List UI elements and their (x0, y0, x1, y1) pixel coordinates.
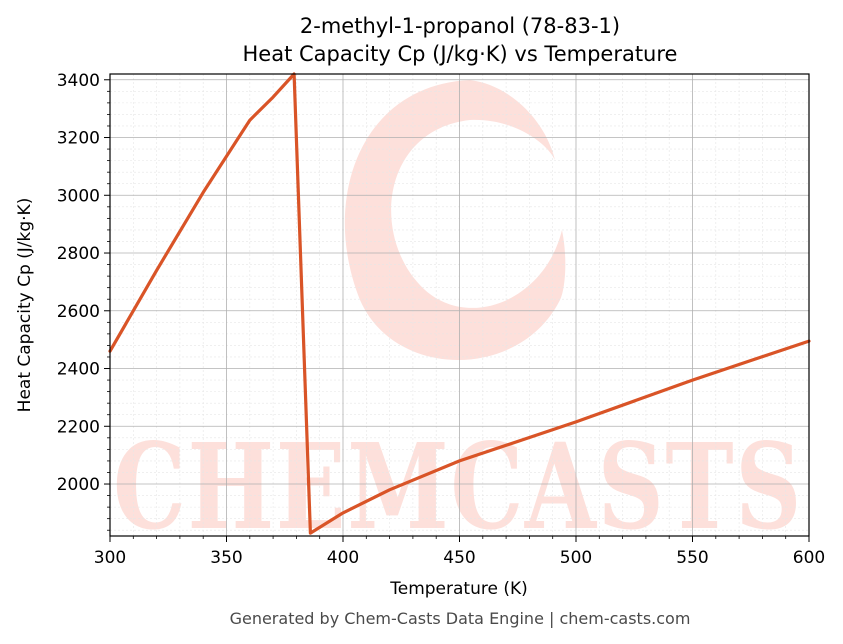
y-tick-label: 2000 (57, 475, 100, 495)
y-tick-label: 2800 (57, 244, 100, 264)
y-tick-label: 3200 (57, 129, 100, 149)
x-tick-label: 600 (793, 548, 825, 568)
tick-labels: 300 350 400 450 500 550 600 2000 2200 2400 2600 280… (57, 71, 825, 568)
y-tick-label: 3400 (57, 71, 100, 91)
x-tick-label: 300 (94, 548, 126, 568)
y-tick-label: 2600 (57, 302, 100, 322)
y-axis-label: Heat Capacity Cp (J/kg·K) (15, 198, 35, 413)
x-tick-label: 450 (443, 548, 475, 568)
y-tick-label: 3000 (57, 186, 100, 206)
x-tick-label: 400 (327, 548, 359, 568)
y-tick-label: 2200 (57, 417, 100, 437)
watermark-text: CHEMCASTS (113, 417, 803, 556)
chart-subtitle: Heat Capacity Cp (J/kg·K) vs Temperature (243, 42, 678, 66)
x-tick-label: 500 (560, 548, 592, 568)
series-layer (108, 72, 811, 535)
axis-ticks (104, 79, 810, 542)
footer-credit: Generated by Chem-Casts Data Engine | ch… (230, 609, 691, 628)
watermark-logo: CHEMCASTS (113, 80, 803, 556)
x-axis-label: Temperature (K) (389, 579, 528, 599)
series-line (108, 72, 811, 535)
x-tick-label: 350 (210, 548, 242, 568)
y-tick-label: 2400 (57, 360, 100, 380)
chart-title: 2-methyl-1-propanol (78-83-1) (300, 14, 620, 38)
x-tick-label: 550 (676, 548, 708, 568)
